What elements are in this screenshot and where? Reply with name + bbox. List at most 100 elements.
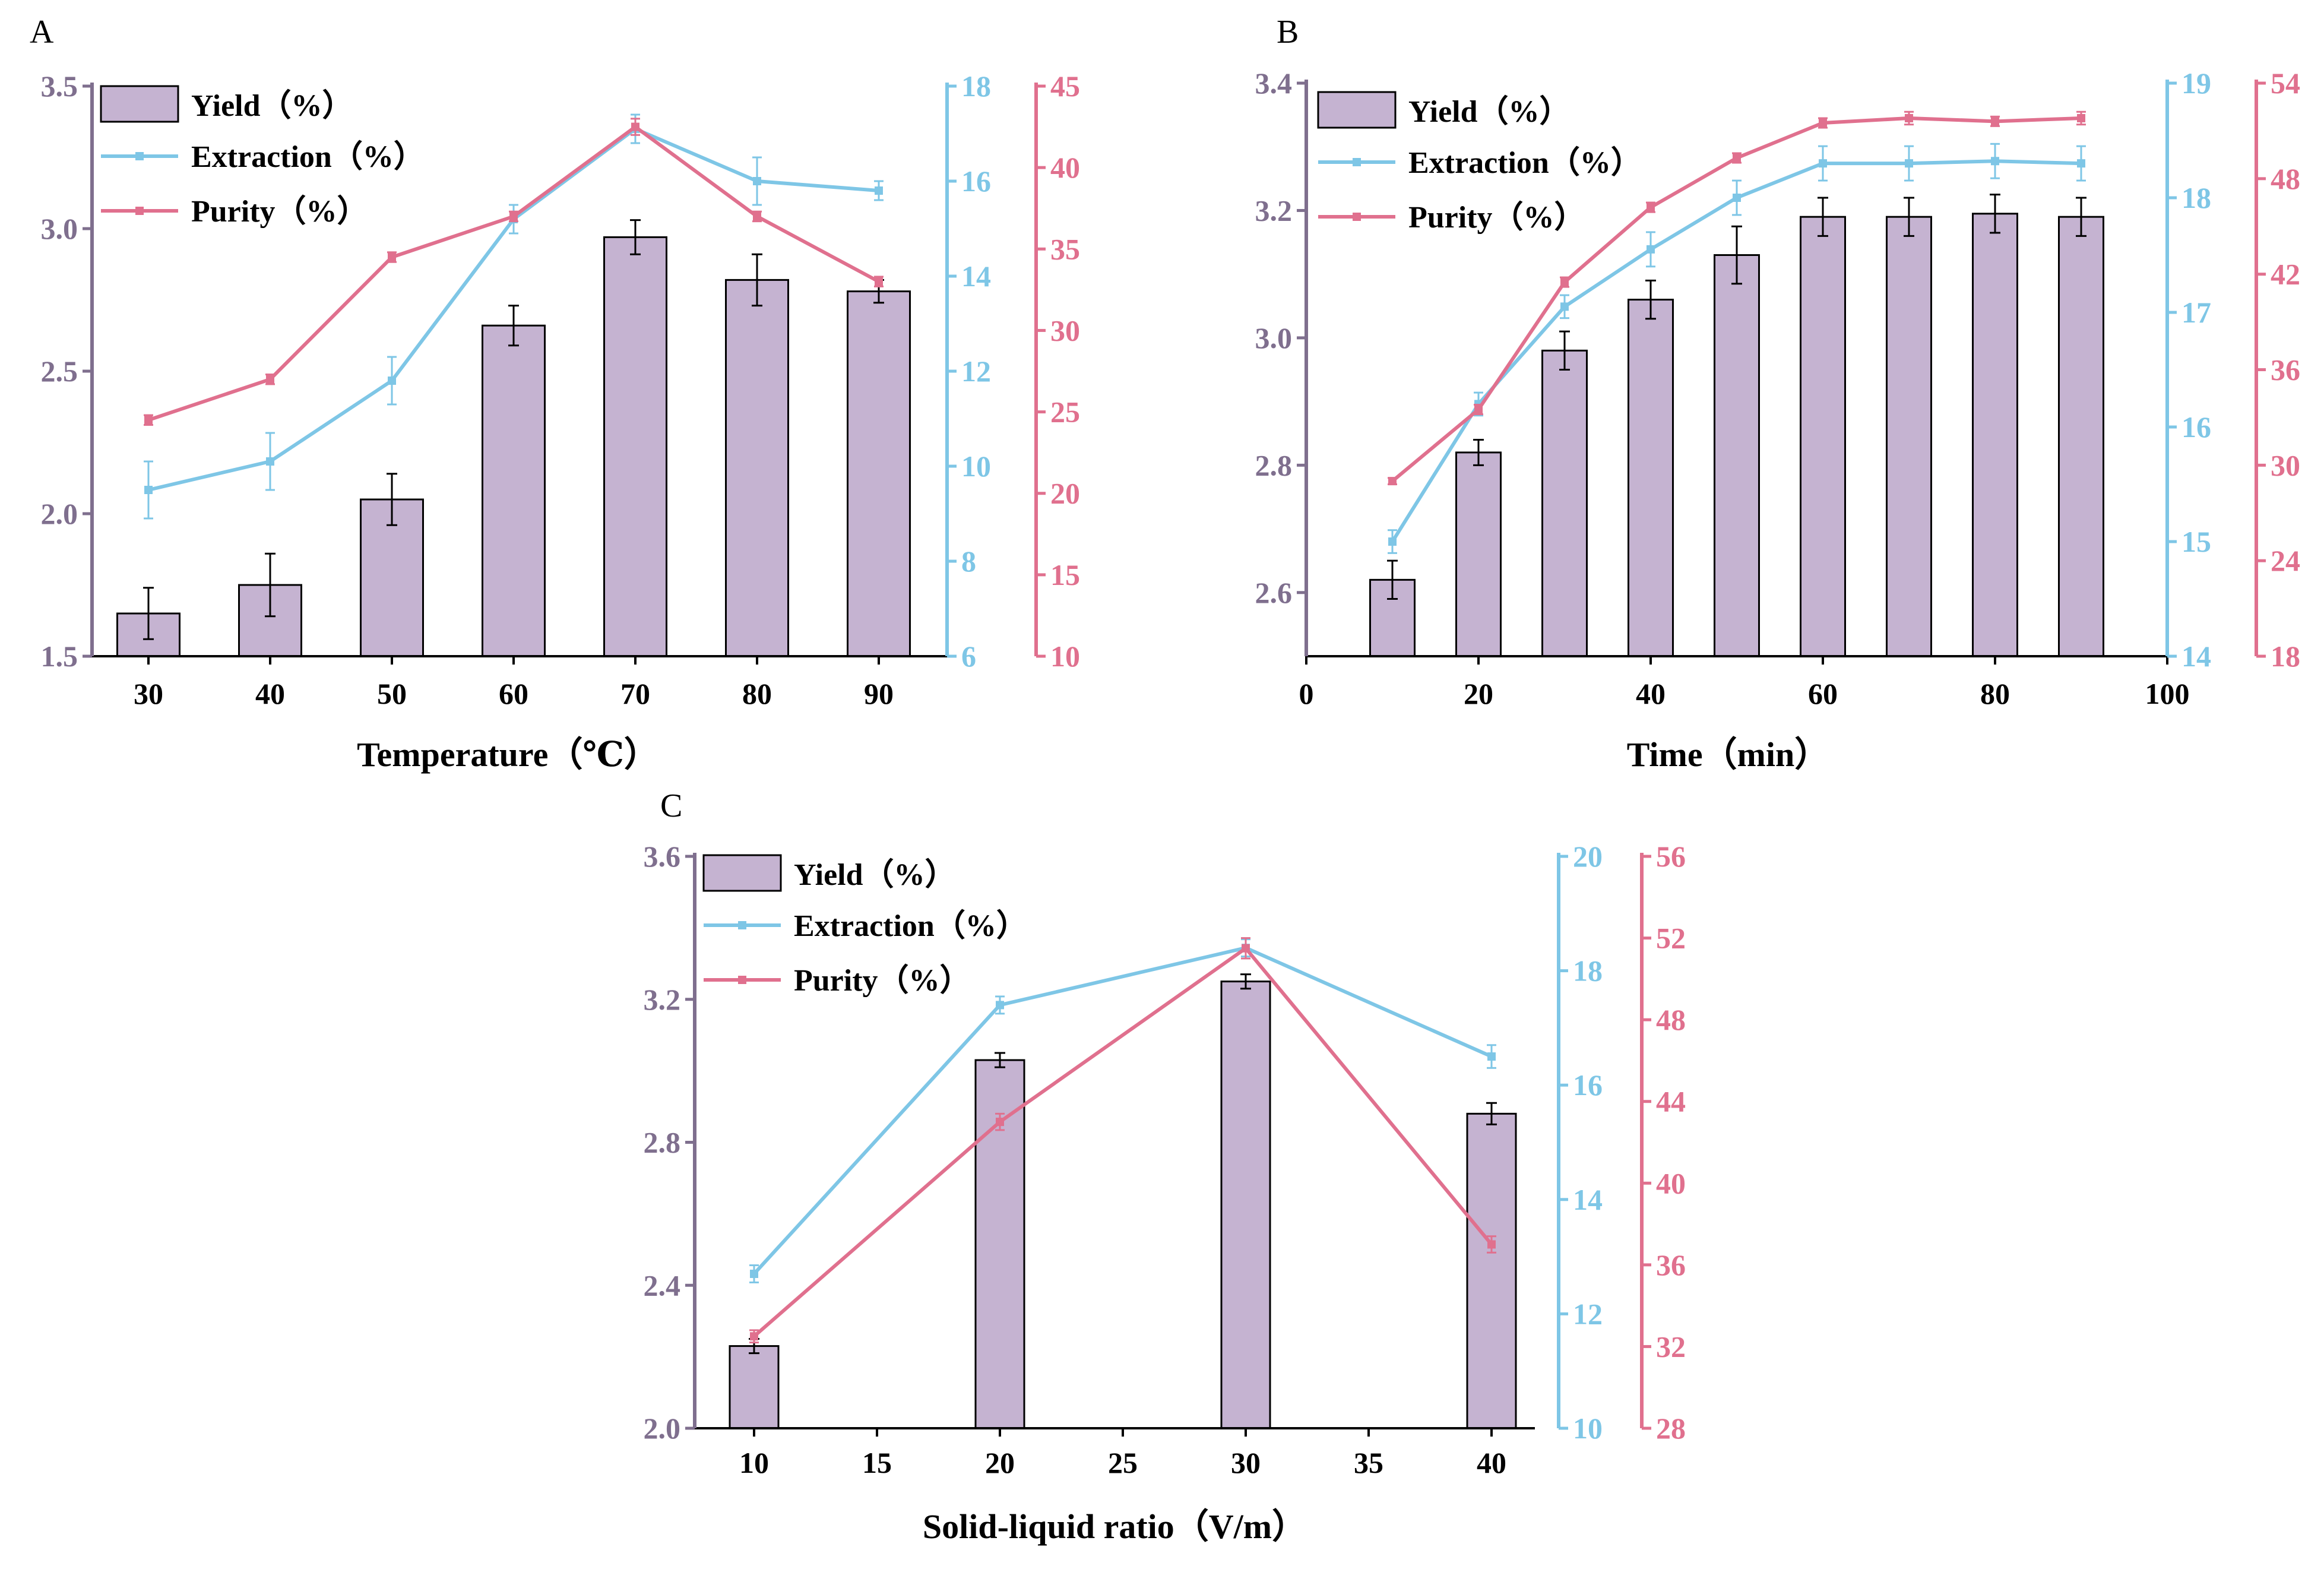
legend: Yield（%） Extraction（%） Purity（%） xyxy=(100,85,425,229)
legend-yield-swatch xyxy=(1317,91,1397,129)
extraction-tick-label: 6 xyxy=(961,640,976,673)
x-tick-label: 40 xyxy=(1477,1446,1506,1479)
legend-purity-marker xyxy=(738,976,746,984)
extraction-tick-label: 20 xyxy=(1573,840,1603,873)
legend-extraction-marker xyxy=(738,921,746,929)
extraction-tick-label: 18 xyxy=(2181,181,2211,214)
purity-tick-label: 42 xyxy=(2271,258,2300,291)
yield-bar xyxy=(1220,980,1271,1429)
x-axis-label: Time（min） xyxy=(1627,735,1829,774)
purity-tick-label: 56 xyxy=(1656,840,1686,873)
x-tick-label: 30 xyxy=(134,677,163,710)
extraction-tick-label: 17 xyxy=(2181,296,2211,329)
yield-bar xyxy=(1800,216,1846,657)
extraction-tick-label: 8 xyxy=(961,545,976,578)
x-tick-label: 90 xyxy=(864,677,894,710)
yield-bar xyxy=(725,279,789,657)
legend-extraction-marker xyxy=(135,152,144,160)
legend-yield-label: Yield（%） xyxy=(1408,94,1571,129)
chart-panel-b: B 0 20 40 60 80 100 Time（min） 2.6 2.8 3.0 3.2 3.4 14 1… xyxy=(1255,14,2301,774)
x-tick-label: 10 xyxy=(739,1446,769,1479)
yield-tick-label: 3.5 xyxy=(41,69,78,103)
legend-yield-label: Yield（%） xyxy=(794,858,956,892)
purity-point xyxy=(1388,477,1397,486)
purity-point xyxy=(1991,117,1999,126)
purity-point xyxy=(1242,944,1250,953)
extraction-point xyxy=(388,377,396,385)
purity-tick-label: 48 xyxy=(2271,162,2300,195)
purity-point xyxy=(1560,278,1569,287)
yield-bar xyxy=(1455,451,1502,657)
x-tick-label: 100 xyxy=(2145,677,2190,710)
purity-tick-label: 45 xyxy=(1050,69,1080,103)
purity-tick-label: 30 xyxy=(2271,448,2300,482)
purity-point xyxy=(1819,119,1827,128)
yield-tick-label: 2.8 xyxy=(644,1126,681,1159)
purity-tick-label: 36 xyxy=(2271,353,2300,387)
extraction-point xyxy=(750,1269,758,1278)
yield-tick-label: 3.2 xyxy=(644,983,681,1016)
legend-purity-marker xyxy=(1353,213,1361,221)
extraction-tick-label: 14 xyxy=(2181,640,2211,673)
panel-label: A xyxy=(30,14,54,50)
purity-point xyxy=(509,212,518,221)
extraction-point xyxy=(266,457,274,466)
extraction-point xyxy=(996,1001,1004,1010)
legend-extraction-label: Extraction（%） xyxy=(1408,145,1642,180)
legend-extraction-label: Extraction（%） xyxy=(794,909,1027,943)
yield-bar xyxy=(847,290,911,657)
purity-tick-label: 36 xyxy=(1656,1248,1686,1282)
yield-tick-label: 1.5 xyxy=(41,640,78,673)
x-tick-label: 80 xyxy=(742,677,772,710)
purity-tick-label: 20 xyxy=(1050,477,1080,510)
purity-tick-label: 18 xyxy=(2271,640,2300,673)
yield-tick-label: 2.0 xyxy=(644,1412,681,1445)
legend-purity-label: Purity（%） xyxy=(1408,200,1585,235)
purity-point xyxy=(1647,203,1655,212)
x-tick-label: 35 xyxy=(1354,1446,1383,1479)
yield-bar xyxy=(2058,216,2104,657)
legend-yield-label: Yield（%） xyxy=(191,88,353,123)
purity-tick-label: 10 xyxy=(1050,640,1080,673)
extraction-point xyxy=(753,177,761,185)
extraction-tick-label: 12 xyxy=(1573,1297,1603,1330)
yield-bar xyxy=(1714,254,1760,657)
x-axis-label: Solid-liquid ratio（V/m） xyxy=(923,1507,1306,1546)
x-tick-label: 80 xyxy=(1980,677,2010,710)
yield-tick-label: 3.4 xyxy=(1255,67,1293,100)
x-tick-label: 60 xyxy=(1808,677,1838,710)
x-tick-label: 15 xyxy=(862,1446,892,1479)
extraction-point xyxy=(1905,159,1913,168)
extraction-tick-label: 16 xyxy=(961,165,991,198)
legend-extraction-label: Extraction（%） xyxy=(191,140,425,174)
legend-purity-label: Purity（%） xyxy=(794,963,971,998)
purity-tick-label: 25 xyxy=(1050,396,1080,429)
yield-tick-label: 2.6 xyxy=(1255,576,1293,609)
purity-tick-label: 24 xyxy=(2271,544,2300,577)
purity-point xyxy=(388,253,396,261)
x-tick-label: 30 xyxy=(1231,1446,1261,1479)
extraction-point xyxy=(1991,157,1999,166)
purity-point xyxy=(1733,153,1741,162)
purity-tick-label: 44 xyxy=(1656,1085,1686,1118)
purity-tick-label: 40 xyxy=(1656,1166,1686,1200)
yield-bar xyxy=(1628,299,1674,657)
purity-tick-label: 35 xyxy=(1050,232,1080,265)
yield-bar xyxy=(1466,1112,1517,1429)
x-tick-label: 20 xyxy=(985,1446,1015,1479)
purity-point xyxy=(2077,113,2085,122)
yield-tick-label: 2.0 xyxy=(41,497,78,530)
legend-extraction-marker xyxy=(1353,158,1361,166)
yield-bar xyxy=(603,236,667,657)
purity-tick-label: 40 xyxy=(1050,151,1080,184)
x-tick-label: 60 xyxy=(499,677,528,710)
purity-tick-label: 48 xyxy=(1656,1003,1686,1036)
yield-tick-label: 2.4 xyxy=(644,1269,681,1302)
extraction-tick-label: 16 xyxy=(2181,410,2211,444)
x-tick-label: 20 xyxy=(1464,677,1493,710)
x-tick-label: 70 xyxy=(620,677,650,710)
x-tick-label: 0 xyxy=(1299,677,1314,710)
purity-point xyxy=(750,1332,758,1341)
legend-purity-label: Purity（%） xyxy=(191,194,368,229)
purity-point xyxy=(1905,113,1913,122)
